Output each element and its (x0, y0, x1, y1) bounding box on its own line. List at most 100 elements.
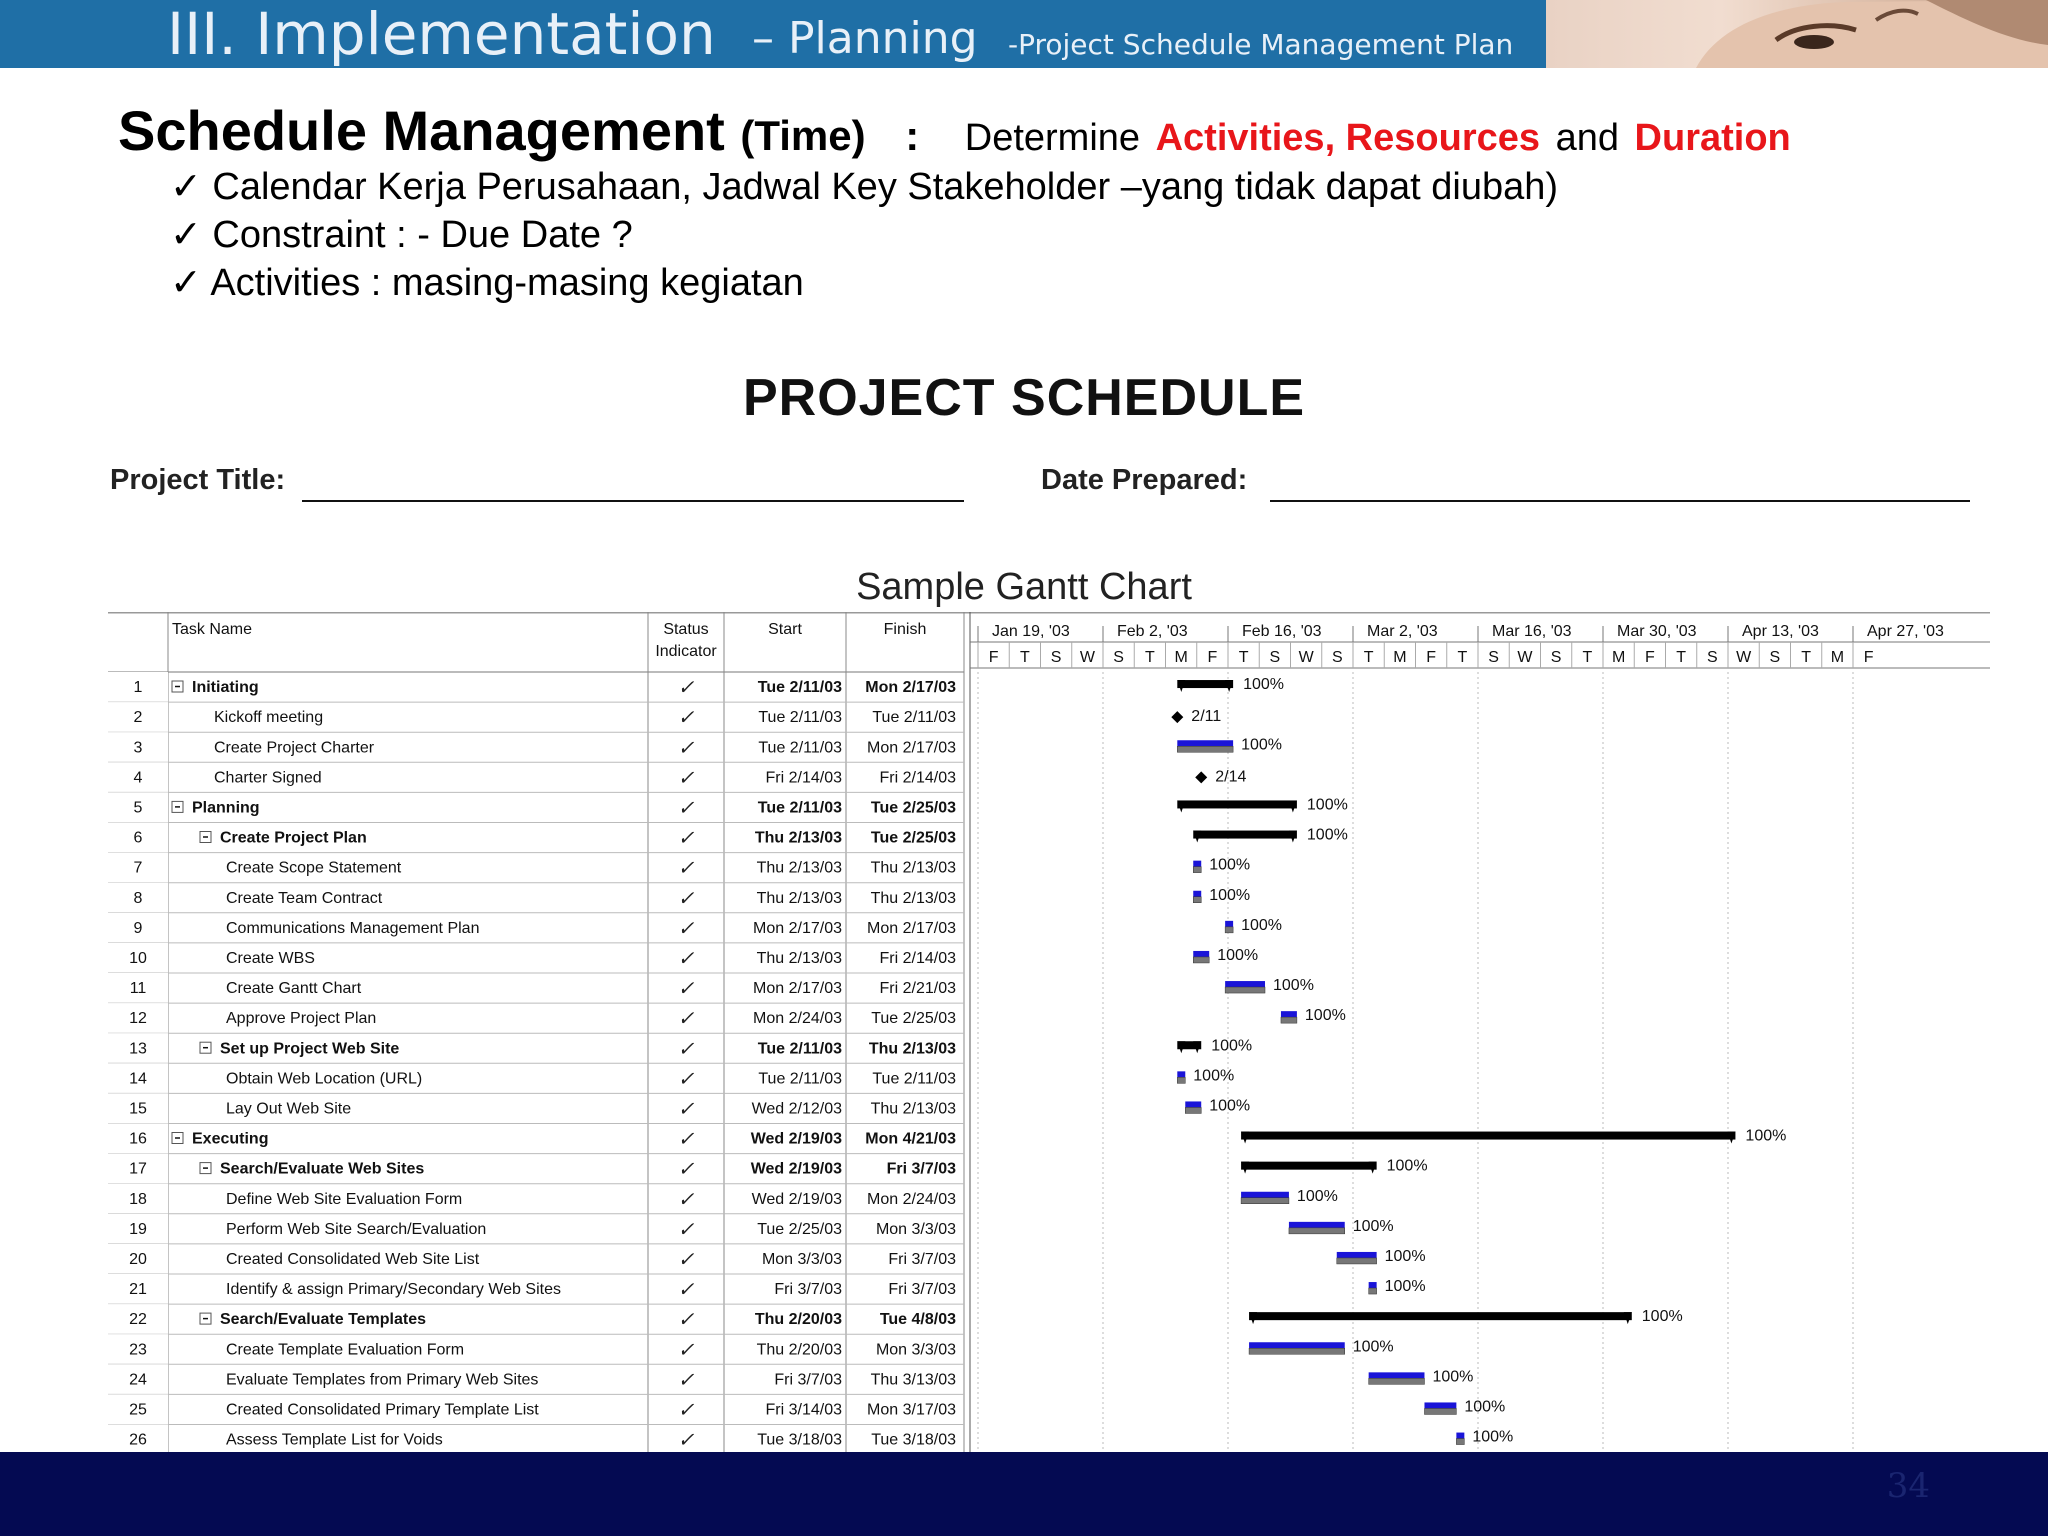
task-name: Create Gantt Chart (226, 980, 362, 997)
task-bar-label: 100% (1353, 1338, 1394, 1355)
summary-bar (1177, 680, 1234, 689)
schedule-heading: Schedule Management (Time) : Determine A… (118, 98, 1791, 171)
task-finish: Fri 3/7/03 (887, 1161, 956, 1178)
row-id-cell (108, 1304, 168, 1335)
task-bar-progress (1193, 956, 1210, 964)
task-finish: Tue 3/18/03 (871, 1432, 956, 1449)
check-icon: ✓ (170, 214, 202, 256)
task-bar-label: 100% (1217, 947, 1258, 964)
timeline-day-label: S (1551, 649, 1562, 666)
status-check-icon: ✓ (678, 1189, 695, 1211)
row-id: 24 (129, 1371, 147, 1388)
status-check-icon: ✓ (678, 737, 695, 759)
task-bar-label: 100% (1193, 1067, 1234, 1084)
task-finish: Thu 2/13/03 (871, 890, 957, 907)
column-header-start: Start (768, 621, 802, 638)
task-name: Create WBS (226, 950, 315, 967)
timeline-day-label: W (1517, 649, 1533, 666)
row-id: 16 (129, 1131, 147, 1148)
status-check-icon: ✓ (678, 948, 695, 970)
slide-title-planning: – Planning (752, 13, 978, 64)
task-bar (1193, 950, 1210, 957)
task-bar-label: 100% (1273, 977, 1314, 994)
row-id-cell (108, 1213, 168, 1244)
row-id: 15 (129, 1100, 147, 1117)
bullet-text: Calendar Kerja Perusahaan, Jadwal Key St… (212, 166, 1559, 208)
task-start: Wed 2/19/03 (752, 1191, 843, 1208)
task-name: Evaluate Templates from Primary Web Site… (226, 1371, 538, 1388)
summary-bar-cap-left (1177, 680, 1186, 693)
summary-bar (1241, 1161, 1377, 1170)
task-finish: Mon 4/21/03 (865, 1131, 956, 1148)
row-id: 2 (134, 709, 143, 726)
task-bar (1249, 1342, 1345, 1349)
task-finish: Thu 2/13/03 (871, 1100, 957, 1117)
summary-bar-label: 100% (1642, 1308, 1683, 1325)
milestone-label: 2/14 (1215, 768, 1246, 785)
status-check-icon: ✓ (678, 1159, 695, 1181)
project-title-label: Project Title: (110, 464, 286, 496)
task-start: Tue 2/25/03 (757, 1221, 842, 1238)
timeline-day-label: M (1612, 649, 1625, 666)
check-icon: ✓ (170, 166, 202, 208)
summary-bar-label: 100% (1211, 1037, 1252, 1054)
column-header-task-name: Task Name (172, 621, 252, 638)
task-name: Define Web Site Evaluation Form (226, 1191, 462, 1208)
status-check-icon: ✓ (678, 1068, 695, 1090)
task-bar-label: 100% (1385, 1248, 1426, 1265)
task-name: Kickoff meeting (214, 709, 323, 726)
row-id-cell (108, 762, 168, 793)
row-id-cell (108, 672, 168, 703)
project-title-line (302, 500, 964, 502)
row-id: 17 (129, 1161, 147, 1178)
task-bar-label: 100% (1241, 736, 1282, 753)
status-check-icon: ✓ (678, 1369, 695, 1391)
task-start: Thu 2/20/03 (755, 1311, 842, 1328)
task-name: Charter Signed (214, 769, 322, 786)
timeline-day-label: F (1426, 649, 1436, 666)
task-name: Communications Management Plan (226, 920, 479, 937)
status-check-icon: ✓ (678, 858, 695, 880)
task-bar-label: 100% (1209, 857, 1250, 874)
timeline-day-label: M (1174, 649, 1187, 666)
task-name: Create Template Evaluation Form (226, 1341, 464, 1358)
timeline-week-label: Mar 2, '03 (1367, 623, 1438, 640)
slide-subtitle: -Project Schedule Management Plan (1008, 28, 1514, 61)
timeline-day-label: T (1145, 649, 1155, 666)
summary-bar-label: 100% (1307, 827, 1348, 844)
task-bar-progress (1368, 1378, 1425, 1385)
status-check-icon: ✓ (678, 918, 695, 940)
task-finish: Thu 2/13/03 (869, 1040, 956, 1057)
task-start: Tue 2/11/03 (758, 739, 842, 756)
row-id-cell (108, 822, 168, 853)
row-id-cell (108, 1424, 168, 1452)
page-number: 34 (1886, 1466, 1930, 1506)
task-name: Executing (192, 1131, 268, 1148)
timeline-week-label: Feb 16, '03 (1242, 623, 1322, 640)
timeline-week-label: Apr 13, '03 (1742, 623, 1819, 640)
task-name: Perform Web Site Search/Evaluation (226, 1221, 486, 1238)
timeline-day-label: T (1801, 649, 1811, 666)
status-check-icon: ✓ (678, 797, 695, 819)
task-bar-label: 100% (1472, 1429, 1513, 1446)
task-bar-progress (1248, 1348, 1345, 1355)
row-id: 13 (129, 1040, 147, 1057)
task-bar (1225, 920, 1234, 927)
task-start: Tue 2/11/03 (758, 679, 842, 696)
timeline-day-label: M (1831, 649, 1844, 666)
task-start: Fri 3/7/03 (774, 1371, 842, 1388)
column-header-finish: Finish (884, 621, 927, 638)
check-icon: ✓ (170, 262, 202, 304)
project-schedule-title: PROJECT SCHEDULE (742, 369, 1306, 427)
summary-bar-cap-left (1177, 800, 1186, 813)
date-prepared-line (1270, 500, 1970, 502)
status-check-icon: ✓ (678, 677, 695, 699)
task-bar-label: 100% (1305, 1007, 1346, 1024)
status-check-icon: ✓ (678, 1219, 695, 1241)
task-bar-label: 100% (1241, 917, 1282, 934)
task-bar-progress (1368, 1287, 1377, 1295)
status-check-icon: ✓ (678, 1399, 695, 1421)
row-id: 21 (129, 1281, 147, 1298)
task-name: Assess Template List for Voids (226, 1432, 443, 1449)
timeline-week-label: Feb 2, '03 (1117, 623, 1188, 640)
